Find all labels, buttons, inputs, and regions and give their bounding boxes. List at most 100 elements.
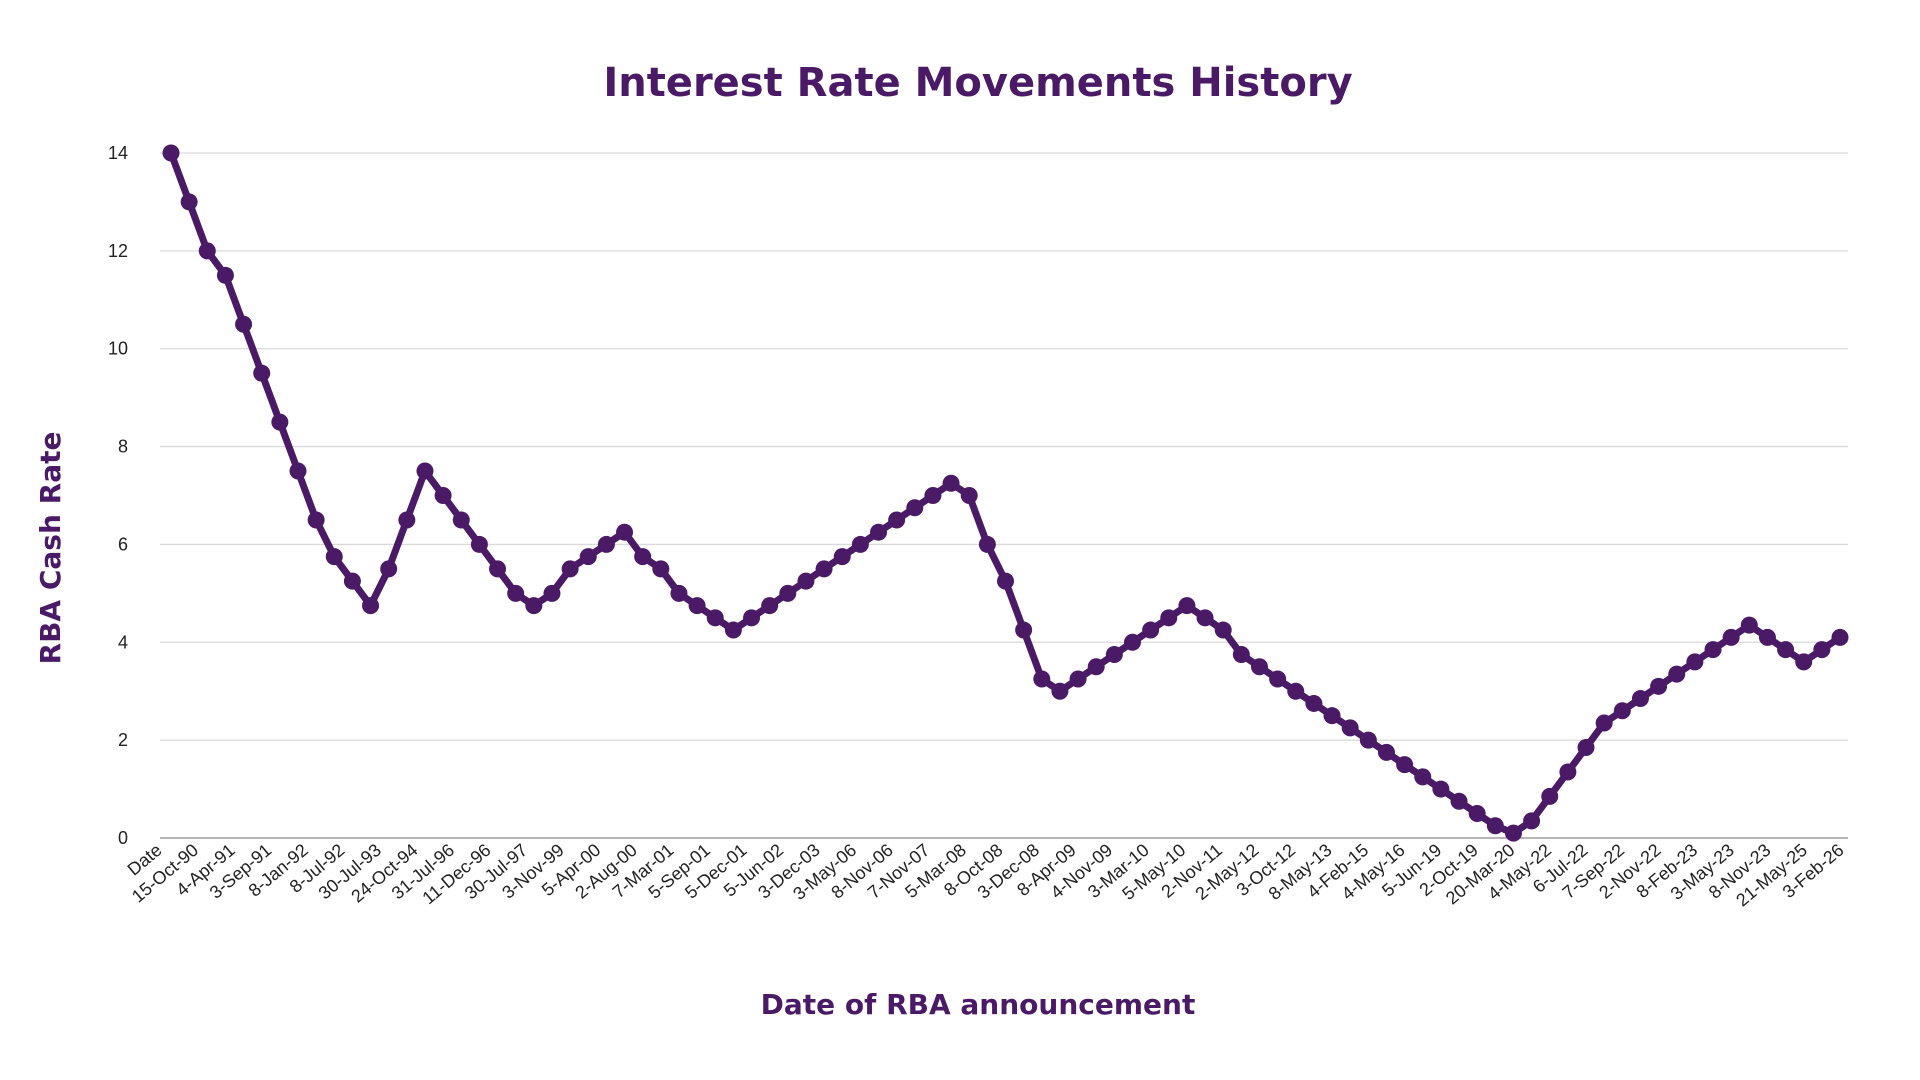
data-point (888, 511, 906, 529)
data-point (1142, 621, 1160, 639)
data-point (543, 584, 561, 602)
data-point (706, 609, 724, 627)
y-axis-title: RBA Cash Rate (34, 432, 67, 665)
data-point (870, 523, 888, 541)
data-point (1087, 658, 1105, 676)
data-point (815, 560, 833, 578)
data-point (1740, 616, 1758, 634)
y-tick-label: 10 (108, 339, 128, 359)
data-point (1377, 743, 1395, 761)
series-rba-cash-rate (162, 144, 1849, 842)
y-tick-label: 0 (118, 828, 128, 848)
data-point (906, 499, 924, 517)
data-point (1686, 653, 1704, 671)
data-point (1577, 738, 1595, 756)
data-point (489, 560, 507, 578)
data-point (380, 560, 398, 578)
data-point (561, 560, 579, 578)
data-point (1613, 702, 1631, 720)
data-point (325, 548, 343, 566)
data-point (1232, 646, 1250, 664)
y-tick-label: 14 (108, 143, 128, 163)
series-line (167, 149, 1844, 837)
data-point (1450, 792, 1468, 810)
data-point (180, 193, 198, 211)
y-tick-label: 4 (118, 632, 128, 652)
data-point (1287, 682, 1305, 700)
data-point (997, 572, 1014, 590)
data-point (1504, 824, 1522, 842)
data-point (1178, 597, 1196, 615)
data-point (688, 597, 706, 615)
data-point (1523, 812, 1541, 830)
data-point (978, 535, 996, 553)
data-point (1396, 756, 1414, 774)
data-point (851, 535, 869, 553)
data-point (343, 572, 361, 590)
data-point (1341, 719, 1359, 737)
data-point (1777, 641, 1795, 659)
data-point (616, 523, 634, 541)
data-point (724, 621, 742, 639)
data-point (289, 462, 307, 480)
data-point (1269, 670, 1287, 688)
data-point (307, 511, 325, 529)
data-point (1795, 653, 1813, 671)
data-point (434, 487, 452, 504)
data-point (1033, 670, 1051, 688)
data-point (235, 315, 253, 333)
data-point (924, 487, 942, 504)
data-point (452, 511, 470, 529)
data-point (1123, 633, 1141, 651)
data-point (1722, 628, 1740, 646)
data-point (797, 572, 815, 590)
data-point (1668, 665, 1686, 683)
y-tick-label: 6 (118, 534, 128, 554)
data-point (1414, 768, 1432, 786)
data-point (1432, 780, 1450, 798)
y-axis-ticks: 0 2 4 6 8 10 12 14 (108, 143, 128, 848)
data-point (1704, 641, 1722, 659)
data-point (579, 548, 597, 566)
data-point (1250, 658, 1268, 676)
data-point (1631, 690, 1649, 708)
data-point (1323, 707, 1341, 725)
gridlines (160, 152, 1848, 839)
data-point (271, 413, 289, 431)
data-point (216, 266, 234, 284)
data-point (1595, 714, 1613, 732)
y-tick-label: 8 (118, 437, 128, 457)
data-point (1051, 682, 1069, 700)
data-point (960, 487, 978, 504)
data-point (597, 535, 615, 553)
data-point (1359, 731, 1377, 749)
data-point (779, 584, 797, 602)
data-point (1468, 805, 1486, 823)
x-axis-title: Date of RBA announcement (761, 988, 1196, 1021)
data-point (1486, 817, 1504, 835)
data-point (1831, 628, 1849, 646)
data-point (1069, 670, 1087, 688)
data-point (652, 560, 670, 578)
data-point (1813, 641, 1831, 659)
data-point (1559, 763, 1577, 781)
y-tick-label: 12 (108, 241, 128, 261)
data-point (1305, 694, 1323, 712)
data-point (198, 242, 216, 260)
data-point (1196, 609, 1214, 627)
data-point (634, 548, 652, 566)
x-axis-ticks: Date15-Oct-904-Apr-913-Sep-918-Jan-928-J… (124, 840, 1848, 911)
data-point (1541, 787, 1559, 805)
data-point (743, 609, 761, 627)
data-point (416, 462, 434, 480)
data-point (1650, 677, 1668, 695)
data-point (525, 597, 543, 615)
data-point (507, 584, 525, 602)
data-point (761, 597, 779, 615)
data-point (398, 511, 416, 529)
data-point (253, 364, 271, 382)
data-point (1214, 621, 1232, 639)
data-point (162, 144, 180, 162)
